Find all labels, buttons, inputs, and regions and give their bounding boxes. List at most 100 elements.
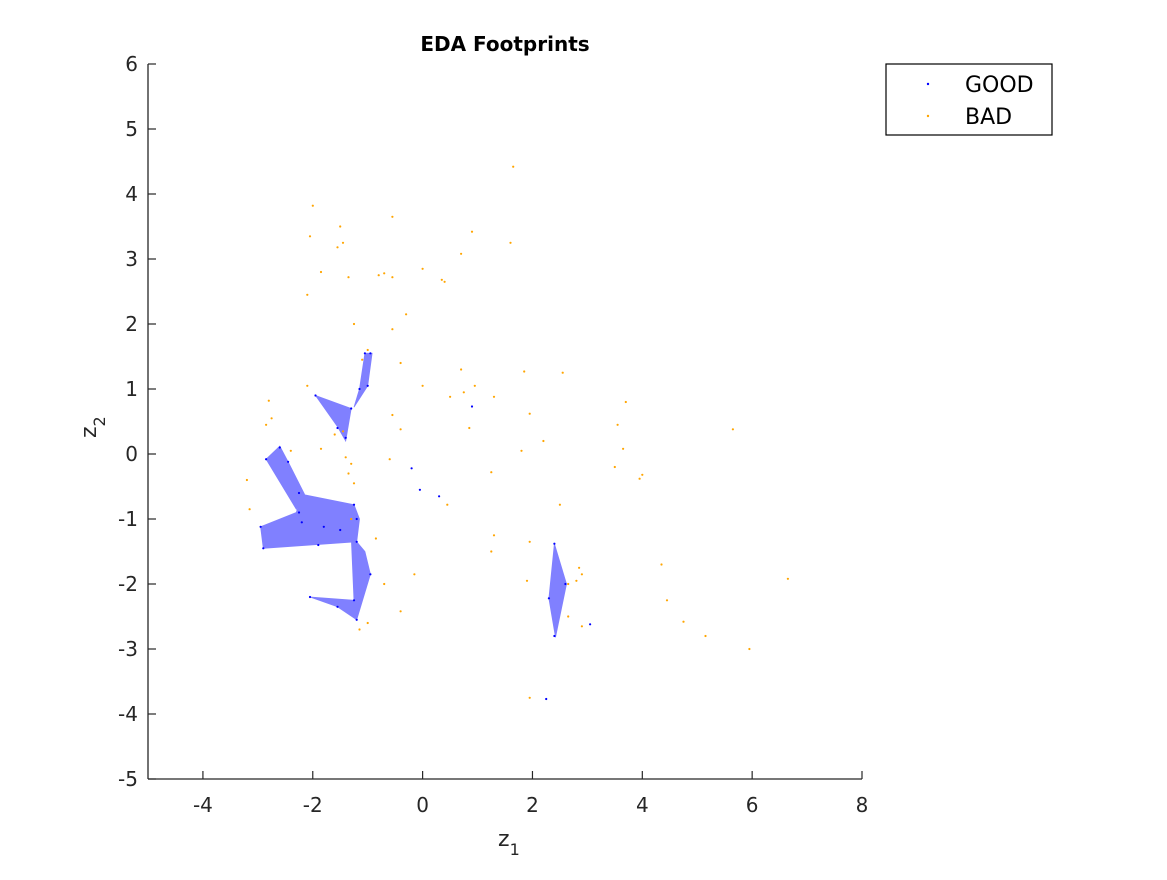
bad-point [512,165,515,168]
legend-marker-bad [926,114,930,118]
good-point [297,491,301,495]
good-point [262,547,265,550]
footprint-polygon [548,543,567,638]
bad-point [319,447,323,450]
good-point [438,495,441,498]
good-point [547,597,551,600]
bad-point [490,471,493,474]
bad-point [641,473,644,476]
bad-point [341,430,345,433]
bad-point [336,246,339,249]
bad-point [347,472,350,475]
bad-point [245,478,248,482]
x-tick-label: 2 [526,793,539,817]
bad-point [575,579,578,582]
bad-point [748,647,751,651]
bad-point [443,280,446,283]
good-point [336,426,339,430]
bad-point [449,395,452,398]
good-point [418,488,421,491]
good-point [265,458,268,461]
bad-point [567,615,570,618]
good-point [297,511,301,514]
y-tick-label: 5 [125,117,138,141]
y-tick-label: -1 [118,507,138,531]
y-tick-label: -5 [118,767,138,791]
x-tick-label: -4 [193,793,213,817]
bad-point [383,272,386,275]
good-point [322,525,325,528]
points-layer [245,165,790,701]
bad-point [413,573,416,576]
bad-point [374,537,377,540]
good-point [314,394,317,397]
bad-point [492,534,496,537]
chart-title: EDA Footprints [420,32,589,56]
good-point [339,528,342,532]
good-point [358,387,361,391]
bad-point [704,634,707,638]
bad-point [460,252,463,255]
bad-point [399,428,402,431]
bad-point [580,573,584,576]
bad-point [391,276,394,279]
bad-point [391,328,394,331]
bad-point [350,517,353,521]
bad-point [528,540,531,543]
good-point [352,503,356,506]
bad-point [462,391,465,394]
bad-point [306,293,309,296]
bad-point [578,566,581,569]
bad-point [267,399,270,402]
good-point [363,352,366,355]
bad-point [289,449,292,452]
bad-point [341,241,345,244]
legend-marker-good [926,82,930,86]
bad-point [361,358,364,361]
bad-point [352,482,356,485]
bad-point [624,400,627,404]
bad-point [638,477,641,480]
x-tick-label: 0 [416,793,429,817]
footprint-polygon [353,352,373,408]
y-tick-label: -2 [118,572,138,596]
bad-point [580,625,584,628]
good-point [308,595,312,599]
bad-point [421,384,424,387]
bad-point [473,384,476,387]
bad-point [440,278,443,281]
x-axis-label-sub: 1 [510,840,520,859]
bad-point [319,270,323,274]
bad-point [350,462,353,465]
bad-point [528,412,531,415]
bad-point [339,225,342,228]
y-axis-label-main: z [77,426,102,438]
bad-point [358,628,361,631]
legend-label-good: GOOD [965,73,1034,98]
x-tick-label: -2 [303,793,323,817]
bad-point [613,465,616,469]
bad-point [405,313,408,316]
bad-point [306,384,309,387]
y-tick-label: 6 [125,52,138,76]
bad-point [391,215,394,218]
good-point [366,384,369,387]
good-point [352,599,356,602]
bad-point [492,395,496,398]
bad-point [352,322,356,326]
bad-point [558,503,562,506]
bad-point [391,413,394,417]
legend-box [885,63,1053,136]
bad-point [308,235,312,238]
bad-point [622,447,625,450]
bad-point [399,361,402,365]
good-point [355,618,358,621]
good-point [470,405,474,408]
bad-point [446,503,449,506]
bad-point [333,433,336,436]
good-point [317,543,320,547]
x-axis-label-main: z [498,827,510,852]
good-point [355,540,358,543]
